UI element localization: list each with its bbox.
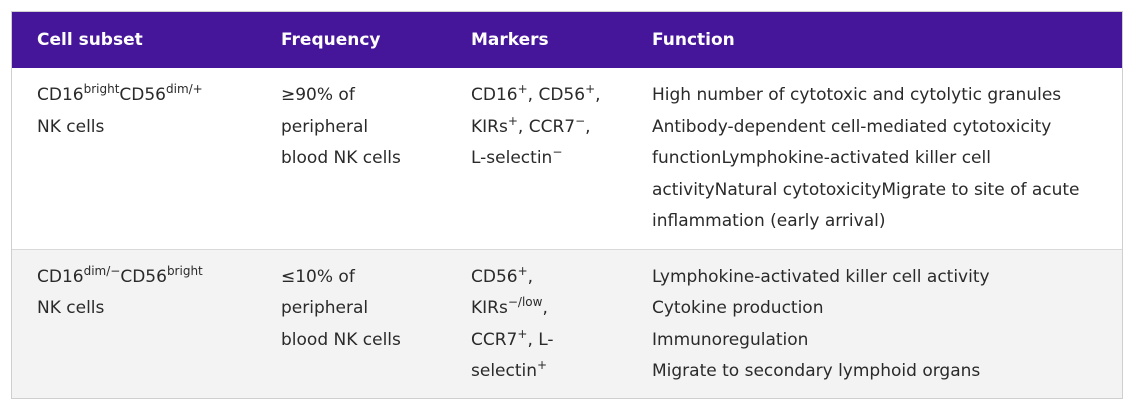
function-line: Migrate to secondary lymphoid organs (652, 361, 981, 381)
column-header-frequency: Frequency (281, 30, 381, 50)
subset-name: CD16brightCD56dim/+ (37, 80, 246, 112)
cell-function: High number of cytotoxic and cytolytic g… (627, 68, 1122, 249)
subset-superscript: dim/− (83, 263, 121, 278)
cell-subset: CD16brightCD56dim/+ NK cells (12, 68, 256, 249)
cell-markers: CD16+, CD56+, KIRs+, CCR7−, L-selectin− (446, 68, 627, 249)
frequency-line: peripheral (281, 116, 369, 137)
function-line: Lymphokine-activated killer cell activit… (652, 266, 990, 287)
function-line: functionLymphokine-activated killer cell (652, 148, 991, 168)
marker-superscript: + (517, 82, 528, 96)
markers-line: CCR7+, L- (471, 325, 617, 357)
marker-superscript: + (585, 82, 596, 96)
cell-subset: CD16dim/−CD56bright NK cells (12, 249, 256, 398)
marker: CD56 (471, 266, 518, 287)
marker-superscript: + (507, 113, 518, 128)
markers-line: CD56+, (471, 262, 617, 294)
subset-part: CD16 (37, 266, 84, 287)
subset-cell-type: NK cells (37, 116, 105, 137)
cell-frequency: ≥90% of peripheral blood NK cells (256, 68, 446, 249)
subset-part: CD56 (119, 85, 166, 105)
subset-cell-type: NK cells (37, 298, 105, 318)
subset-superscript: dim/+ (166, 82, 203, 96)
header-row: Cell subset Frequency Markers Function (12, 12, 1122, 68)
marker-superscript: − (575, 113, 586, 128)
marker: , CCR7 (517, 116, 576, 137)
nk-cell-subsets-table: Cell subset Frequency Markers Function C… (11, 11, 1123, 399)
frequency-line: peripheral (281, 298, 369, 318)
frequency-line: ≤10% of (281, 266, 355, 287)
marker: CD16 (471, 85, 518, 105)
subset-superscript: bright (83, 82, 120, 96)
marker: CCR7 (471, 329, 518, 350)
marker: KIRs (471, 298, 508, 318)
markers-line: selectin+ (471, 356, 617, 388)
function-line: activityNatural cytotoxicityMigrate to s… (652, 179, 1080, 200)
markers-line: CD16+, CD56+, (471, 80, 617, 112)
subset-name: CD16dim/−CD56bright (37, 262, 246, 294)
column-header-function: Function (652, 30, 735, 50)
subset-superscript: bright (166, 263, 203, 278)
frequency-line: ≥90% of (281, 85, 355, 105)
marker-separator: , (585, 116, 591, 137)
function-line: High number of cytotoxic and cytolytic g… (652, 85, 1062, 105)
column-header-cell-subset: Cell subset (37, 30, 143, 50)
frequency-line: blood NK cells (281, 329, 401, 350)
markers-line: KIRs+, CCR7−, (471, 112, 617, 144)
marker-separator: , (527, 266, 534, 287)
table-header: Cell subset Frequency Markers Function (12, 12, 1122, 68)
subset-part: CD56 (120, 266, 167, 287)
marker-superscript: −/low (507, 295, 543, 309)
markers-line: KIRs−/low, (471, 293, 617, 325)
marker: L-selectin (471, 148, 553, 168)
cell-frequency: ≤10% of peripheral blood NK cells (256, 249, 446, 398)
marker-superscript: + (517, 263, 528, 278)
marker-separator: , (595, 85, 601, 105)
subset-part: CD16 (37, 85, 84, 105)
marker-separator: , L- (527, 329, 554, 350)
column-header-markers: Markers (471, 30, 549, 50)
table-row: CD16brightCD56dim/+ NK cells ≥90% of per… (12, 68, 1122, 249)
function-line: Cytokine production (652, 298, 824, 318)
marker: , CD56 (527, 85, 586, 105)
cell-function: Lymphokine-activated killer cell activit… (627, 249, 1122, 398)
function-line: Immunoregulation (652, 329, 809, 350)
marker-superscript: − (552, 145, 563, 159)
marker: selectin (471, 361, 538, 381)
function-line: inflammation (early arrival) (652, 211, 886, 231)
data-table: Cell subset Frequency Markers Function C… (12, 12, 1122, 398)
marker-superscript: + (537, 358, 548, 372)
markers-line: L-selectin− (471, 143, 617, 175)
frequency-line: blood NK cells (281, 148, 401, 168)
marker: KIRs (471, 116, 508, 137)
cell-markers: CD56+, KIRs−/low, CCR7+, L- selectin+ (446, 249, 627, 398)
marker-superscript: + (517, 326, 528, 341)
table-row: CD16dim/−CD56bright NK cells ≤10% of per… (12, 249, 1122, 398)
marker-separator: , (542, 298, 548, 318)
function-line: Antibody-dependent cell-mediated cytotox… (652, 116, 1052, 137)
